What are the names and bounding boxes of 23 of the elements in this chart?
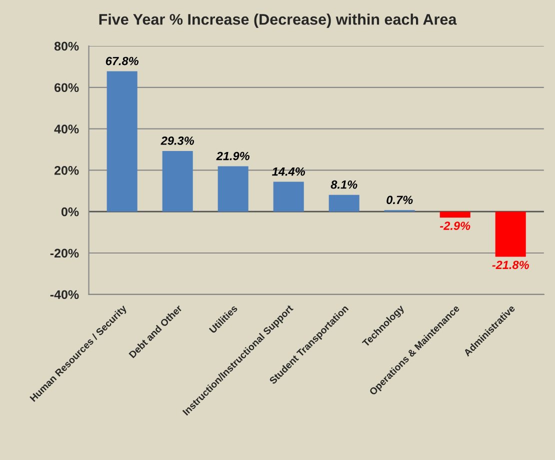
y-tick-label: 60% [54, 83, 79, 92]
bar [495, 212, 526, 257]
bar [440, 212, 470, 218]
bar [218, 166, 248, 212]
bar [162, 150, 193, 212]
bar [273, 182, 304, 212]
data-label: 8.1% [330, 180, 358, 189]
y-tick-label: 40% [54, 124, 79, 134]
data-label: 21.9% [216, 152, 250, 160]
y-tick-label: 20% [54, 166, 79, 175]
bar [106, 71, 138, 212]
y-tick-label: 80% [54, 42, 79, 51]
y-tick-label: -40% [50, 290, 79, 300]
y-tick-label: -20% [50, 248, 79, 258]
bar [328, 194, 360, 212]
data-label: 29.3% [160, 136, 194, 145]
data-label: -2.9% [440, 222, 470, 230]
data-label: 14.4% [272, 167, 306, 176]
chart-title: Five Year % Increase (Decrease) within each Area [99, 14, 457, 28]
data-label: 67.8% [106, 56, 139, 66]
data-label: -21.8% [492, 260, 529, 270]
y-tick-label: 0% [62, 207, 79, 216]
data-label: 0.7% [386, 196, 413, 204]
